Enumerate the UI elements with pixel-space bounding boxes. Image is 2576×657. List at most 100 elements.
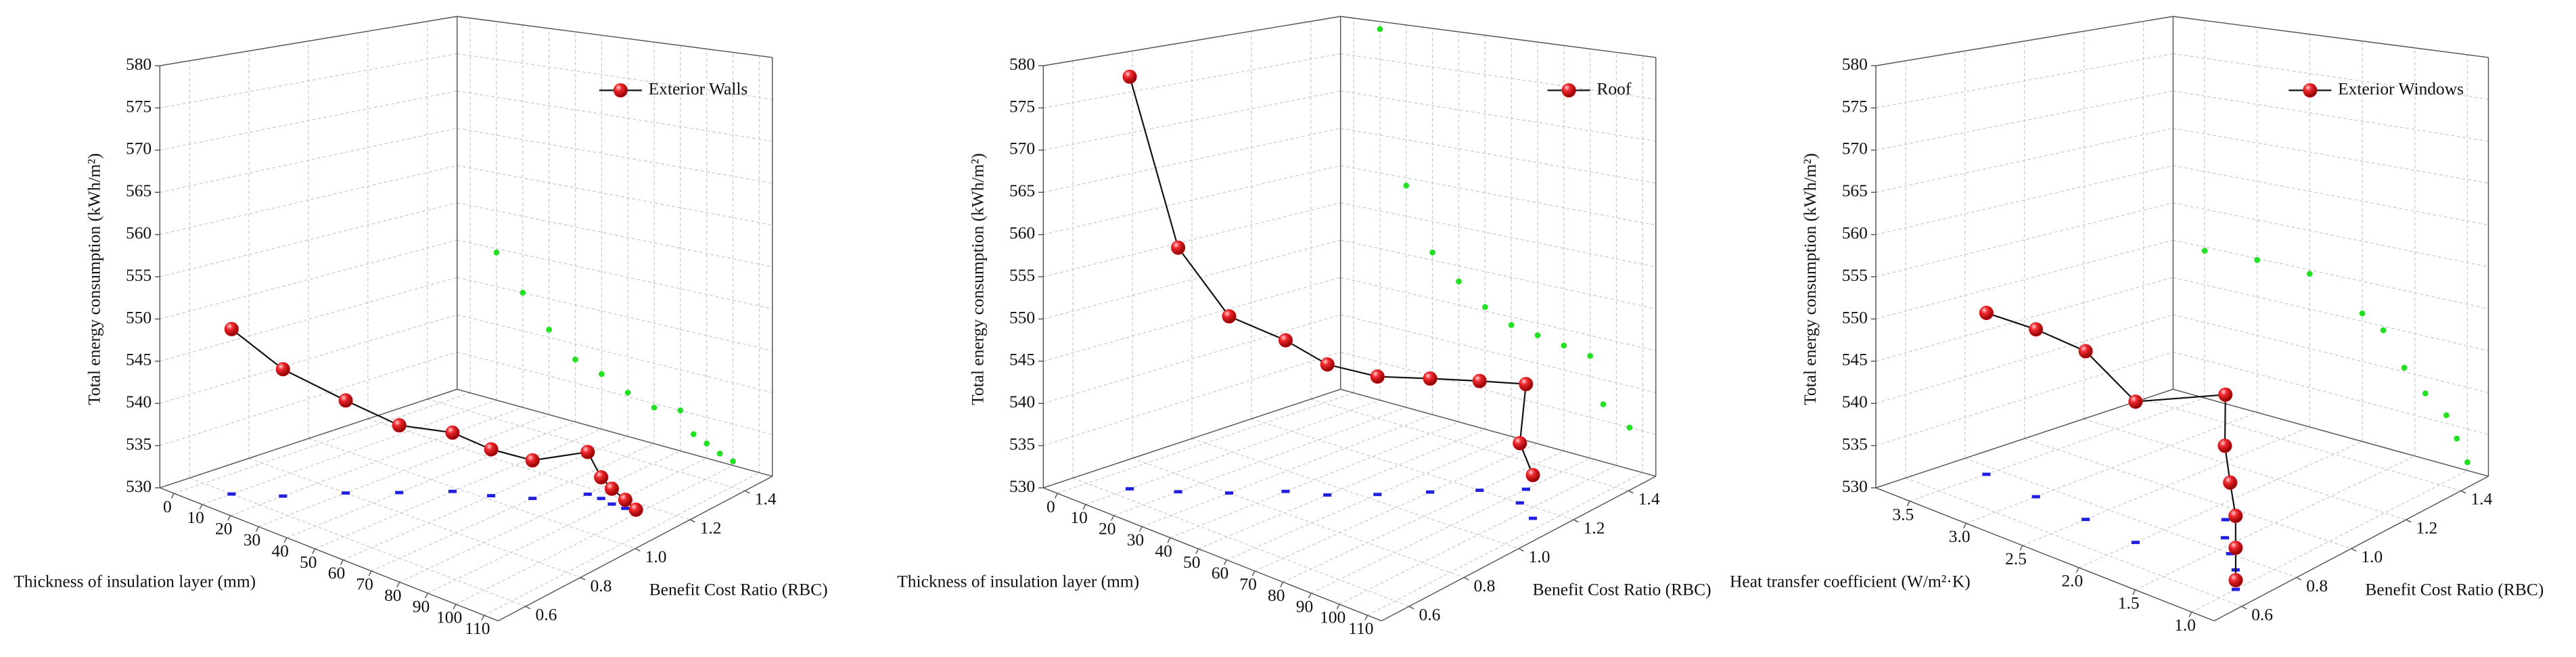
y-tick-label: 1.0 (645, 547, 667, 566)
data-point (1979, 305, 1994, 320)
wall-projection (1456, 278, 1462, 285)
floor-projection (2131, 541, 2140, 545)
box-edge (1340, 16, 1656, 58)
wall-projection (716, 451, 723, 457)
x-tick-label: 10 (1070, 507, 1087, 527)
y-tick (1408, 606, 1414, 610)
grid-line (1875, 351, 2174, 447)
y-tick-label: 0.6 (1419, 605, 1440, 625)
data-point (618, 493, 632, 507)
data-point (2128, 394, 2143, 409)
box-edge (1043, 487, 1382, 622)
wall-projection (677, 407, 684, 413)
y-tick (580, 576, 586, 581)
x-tick (481, 615, 485, 621)
z-tick-label: 530 (1842, 476, 1868, 496)
grid-line (457, 351, 773, 435)
grid-line (1340, 240, 1656, 309)
grid-line (1141, 414, 1433, 527)
wall-projection (572, 356, 578, 363)
grid-line (1170, 422, 1459, 539)
z-tick-label: 565 (1009, 181, 1035, 200)
grid-line (1057, 392, 1354, 494)
x-tick-label: 2.5 (2005, 549, 2027, 568)
z-tick-label: 545 (1009, 350, 1035, 369)
wall-projection (1403, 182, 1410, 189)
z-tick-label: 570 (1009, 139, 1035, 158)
x-tick-label: 110 (1348, 618, 1373, 638)
x-tick-label: 3.0 (1949, 526, 1971, 546)
x-tick-label: 90 (1296, 596, 1313, 616)
x-tick-label: 100 (436, 608, 462, 627)
z-tick-label: 555 (126, 265, 152, 285)
grid-line (2143, 399, 2462, 491)
grid-line (1113, 407, 1406, 516)
y-tick-label: 1.2 (700, 518, 722, 537)
data-point (1472, 373, 1487, 388)
data-point (525, 453, 540, 468)
grid-line (2173, 314, 2489, 393)
grid-line (2084, 418, 2407, 520)
floor-projection (227, 492, 236, 496)
grid-line (160, 202, 457, 277)
z-tick-label: 550 (126, 307, 152, 327)
floor-projection (2226, 551, 2234, 556)
wall-projection (1561, 342, 1567, 349)
data-point (2223, 475, 2238, 490)
z-tick-label: 575 (1009, 96, 1035, 116)
grid-line (457, 314, 773, 393)
wall-projection (598, 371, 605, 378)
series-line (1129, 76, 1534, 476)
box-edge (457, 388, 773, 477)
wall-projection (1626, 424, 1633, 431)
x-axis-title: Heat transfer coefficient (W/m²·K) (1730, 572, 1971, 591)
x-tick-label: 1.0 (2174, 615, 2196, 635)
x-tick (255, 526, 259, 532)
x-tick (1906, 501, 1910, 507)
chart-panel: 530 535 540 545 550 555 560 565 570 575 580 0 10 20 30… (14, 16, 828, 638)
data-point (580, 445, 595, 459)
floor-projection (1281, 489, 1290, 493)
grid-line (315, 428, 602, 549)
legend-marker (2303, 83, 2318, 98)
box-edge (457, 16, 773, 58)
x-tick (1138, 526, 1143, 532)
grid-line (1966, 412, 2257, 524)
data-point (1370, 369, 1385, 384)
wall-projection (2464, 459, 2470, 466)
legend-label: Exterior Walls (649, 78, 748, 98)
z-tick-label: 575 (1842, 96, 1868, 116)
x-tick (2188, 612, 2192, 618)
x-tick-label: 20 (215, 519, 232, 539)
y-tick-label: 0.6 (535, 605, 557, 625)
y-tick (635, 548, 641, 552)
floor-projection (2231, 587, 2240, 591)
floor-projection (341, 491, 350, 495)
floor-projection (1373, 493, 1382, 497)
y-tick-label: 0.8 (1474, 576, 1496, 595)
grid-line (1251, 418, 1574, 520)
grid-line (2022, 426, 2310, 546)
x-tick (1223, 560, 1227, 566)
grid-line (457, 90, 773, 142)
grid-line (1340, 90, 1656, 142)
x-tick-label: 2.0 (2061, 571, 2083, 591)
data-point (604, 481, 619, 496)
grid-line (2173, 277, 2489, 351)
y-tick-label: 1.4 (2471, 489, 2493, 509)
grid-line (258, 414, 549, 527)
data-point (1222, 309, 1237, 324)
x-tick-label: 100 (1320, 608, 1346, 627)
grid-line (1226, 436, 1512, 561)
grid-line (1875, 277, 2174, 362)
grid-line (173, 392, 471, 494)
y-tick (2460, 490, 2466, 494)
y-axis-title: Benefit Cost Ratio (RBC) (2365, 580, 2544, 599)
grid-line (2173, 127, 2489, 184)
x-tick (2075, 567, 2079, 573)
wall-projection (651, 404, 658, 411)
grid-line (427, 399, 745, 491)
floor-projection (1515, 501, 1524, 505)
grid-line (1964, 457, 2297, 579)
data-point (1423, 371, 1438, 386)
